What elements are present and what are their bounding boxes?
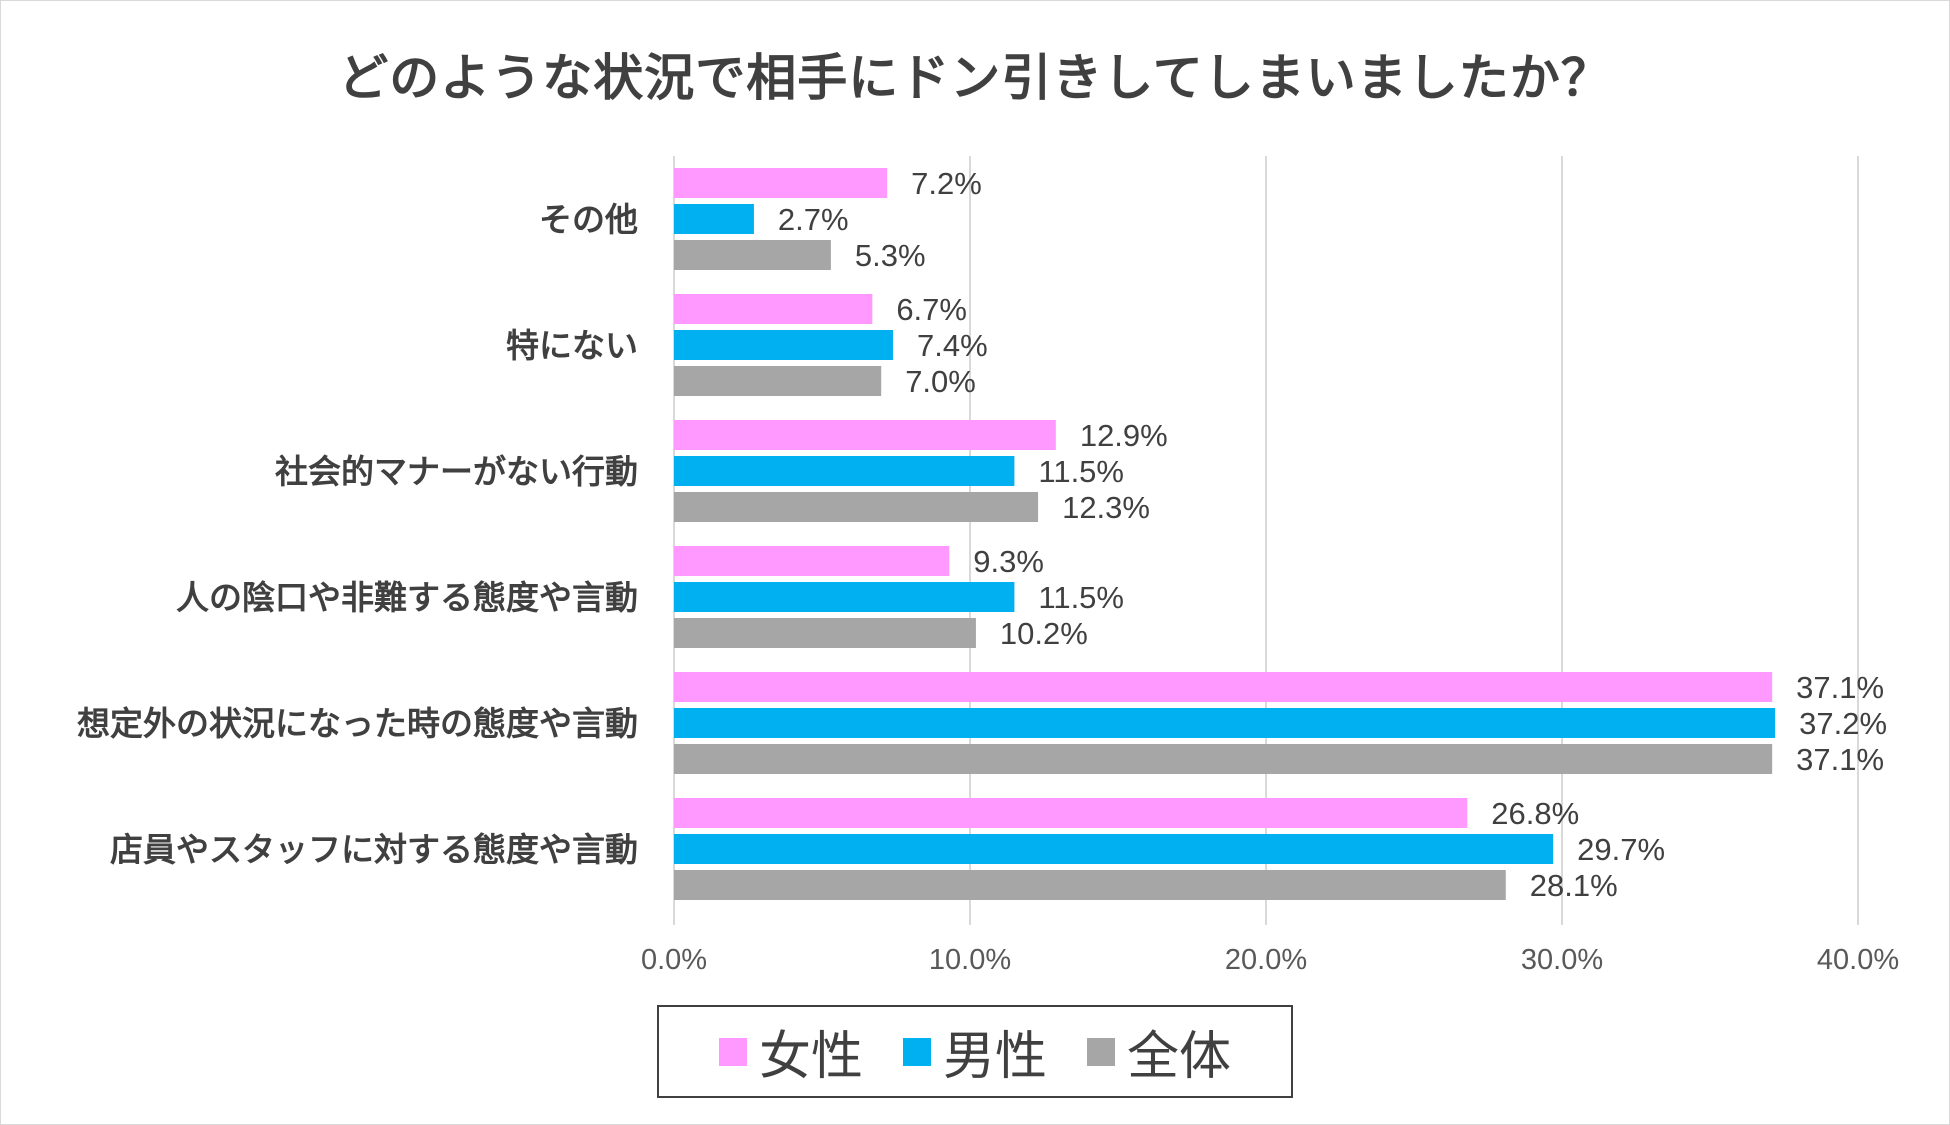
legend-item-male: 男性 [902,1014,1047,1089]
bar-4-2 [674,744,1773,774]
category-label-0: その他 [539,200,638,239]
bar-1-0 [674,294,873,324]
data-label-5-2: 28.1% [1530,868,1618,903]
data-label-5-0: 26.8% [1491,796,1579,831]
category-label-2: 社会的マナーがない行動 [275,452,638,491]
bar-1-1 [674,330,894,360]
data-label-2-0: 12.9% [1080,418,1168,453]
data-label-2-2: 12.3% [1062,490,1150,525]
legend-swatch-female [718,1037,747,1066]
data-label-1-0: 6.7% [896,292,967,327]
legend-item-female: 女性 [718,1014,863,1089]
x-tick-label-4: 40.0% [1817,944,1899,976]
bar-2-1 [674,456,1015,486]
bar-4-0 [674,672,1773,702]
legend-label-male: 男性 [942,1027,1047,1087]
legend-swatch-total [1087,1037,1115,1066]
bar-0-2 [674,240,831,270]
chart-title: どのような状況で相手にドン引きしてしまいましたか？ [338,49,1612,107]
x-tick-label-2: 20.0% [1225,944,1307,976]
x-tick-label-0: 0.0% [641,944,707,976]
category-label-5: 店員やスタッフに対する態度や言動 [110,830,638,869]
data-label-5-1: 29.7% [1577,832,1665,867]
legend-swatch-male [902,1037,931,1066]
data-label-4-0: 37.1% [1796,670,1884,705]
x-tick-label-3: 30.0% [1521,944,1603,976]
data-label-4-1: 37.2% [1799,706,1887,741]
x-tick-label-1: 10.0% [929,944,1011,976]
legend: 女性 男性 全体 [657,1005,1293,1098]
bar-0-0 [674,168,888,198]
bar-4-1 [674,708,1776,738]
bar-1-2 [674,366,882,396]
category-label-3: 人の陰口や非難する態度や言動 [176,578,638,617]
bar-5-2 [674,870,1506,900]
bar-3-0 [674,546,950,576]
data-label-4-2: 37.1% [1796,742,1884,777]
category-label-4: 想定外の状況になった時の態度や言動 [77,704,638,743]
data-label-1-1: 7.4% [917,328,988,363]
bar-3-2 [674,618,976,648]
bar-2-2 [674,492,1039,522]
data-label-3-0: 9.3% [973,544,1044,579]
bar-2-0 [674,420,1056,450]
legend-item-total: 全体 [1087,1014,1231,1089]
bar-5-1 [674,834,1554,864]
category-label-1: 特にない [506,326,638,365]
bar-5-0 [674,798,1468,828]
data-label-0-2: 5.3% [855,238,926,273]
bar-3-1 [674,582,1015,612]
data-label-2-1: 11.5% [1038,454,1124,489]
data-label-0-0: 7.2% [911,166,982,201]
legend-label-total: 全体 [1127,1027,1232,1087]
bar-0-1 [674,204,754,234]
data-label-1-2: 7.0% [905,364,976,399]
legend-label-female: 女性 [758,1027,863,1087]
data-label-0-1: 2.7% [778,202,849,237]
data-label-3-1: 11.5% [1038,580,1124,615]
data-label-3-2: 10.2% [1000,616,1088,651]
